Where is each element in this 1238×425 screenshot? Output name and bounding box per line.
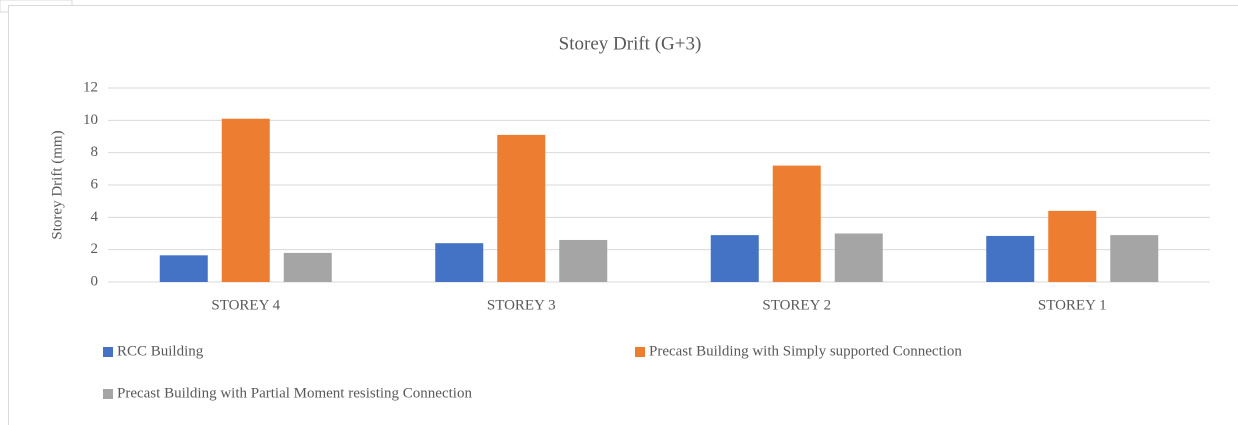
- y-tick-label: 10: [83, 112, 98, 128]
- bar: [1110, 235, 1159, 282]
- bar: [772, 165, 821, 282]
- bar: [435, 243, 484, 282]
- bar: [710, 235, 759, 282]
- legend-swatch: [103, 347, 113, 357]
- legend-label: Precast Building with Partial Moment res…: [117, 385, 472, 401]
- legend-label: Precast Building with Simply supported C…: [649, 343, 962, 359]
- bar: [159, 255, 208, 282]
- bar: [559, 239, 608, 282]
- y-tick-label: 8: [91, 144, 99, 160]
- legend-swatch: [635, 347, 645, 357]
- x-tick-label: STOREY 1: [1038, 297, 1107, 313]
- bar: [834, 233, 883, 282]
- bar: [497, 134, 546, 282]
- legend-label: RCC Building: [117, 343, 204, 359]
- bar: [221, 118, 270, 282]
- y-tick-label: 12: [83, 79, 98, 95]
- y-tick-label: 4: [91, 209, 99, 225]
- x-tick-label: STOREY 4: [211, 297, 280, 313]
- bar: [986, 235, 1035, 282]
- y-axis-label: Storey Drift (mm): [49, 130, 65, 239]
- bar: [1048, 210, 1097, 282]
- x-tick-label: STOREY 2: [762, 297, 831, 313]
- bar: [283, 252, 332, 282]
- legend-swatch: [103, 389, 113, 399]
- chart-frame: [8, 5, 1238, 425]
- y-tick-label: 2: [91, 241, 99, 257]
- chart-title: Storey Drift (G+3): [559, 33, 702, 54]
- x-tick-label: STOREY 3: [487, 297, 556, 313]
- y-tick-label: 0: [91, 273, 99, 289]
- y-tick-label: 6: [91, 176, 99, 192]
